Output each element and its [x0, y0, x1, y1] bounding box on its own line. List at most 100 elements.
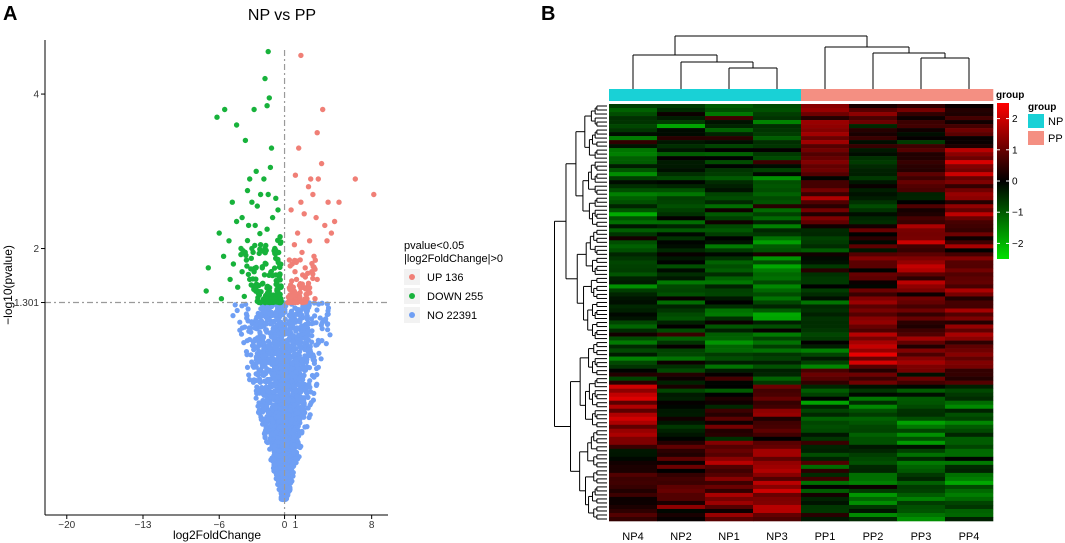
point-up [293, 276, 300, 283]
heatmap-cell [897, 492, 946, 498]
point-no [255, 409, 262, 415]
heatmap-cell [897, 156, 946, 161]
group-bar-cell [801, 89, 850, 101]
heatmap-cell [897, 116, 946, 121]
heatmap-column-label: PP1 [815, 531, 836, 543]
heatmap-cell [705, 452, 754, 458]
point-no [257, 329, 263, 335]
heatmap-cell [897, 380, 946, 385]
heatmap-cell [609, 412, 658, 418]
point-no [290, 333, 296, 339]
heatmap-cell [657, 248, 706, 253]
heatmap-cell [897, 328, 946, 333]
heatmap-cell [609, 408, 658, 414]
point-no [266, 317, 272, 323]
heatmap-cell [849, 428, 898, 434]
heatmap-cell [705, 428, 754, 434]
group-bar-cell [609, 89, 658, 101]
heatmap-cell [657, 308, 706, 313]
heatmap-cell [705, 256, 754, 261]
point-no [276, 350, 282, 356]
heatmap-cell [897, 284, 946, 289]
heatmap-cell [801, 120, 850, 125]
heatmap-cell [897, 292, 946, 297]
heatmap-cell [705, 136, 754, 141]
heatmap-cell [801, 240, 850, 245]
heatmap-cell [801, 244, 850, 249]
heatmap-cell [945, 204, 994, 209]
heatmap-cell [609, 252, 658, 257]
heatmap-cell [705, 304, 754, 309]
heatmap-cell [849, 176, 898, 181]
point-up [305, 184, 312, 190]
heatmap-cell [753, 172, 802, 177]
heatmap-cell [657, 492, 706, 498]
heatmap-column-label: NP3 [766, 531, 787, 543]
heatmap-cell [801, 356, 850, 361]
heatmap-cell [657, 136, 706, 141]
point-no [279, 458, 285, 464]
heatmap-cell [897, 172, 946, 177]
heatmap-cell [705, 132, 754, 137]
heatmap-cell [849, 476, 898, 482]
heatmap-cell [609, 232, 658, 237]
color-scale-tick-label: −1 [1012, 208, 1024, 219]
heatmap-cell [705, 116, 754, 121]
point-no [258, 306, 264, 312]
point-up [293, 258, 300, 264]
y-axis-title: −log10(pvalue) [1, 245, 15, 325]
point-down [269, 214, 276, 221]
heatmap-cell [753, 296, 802, 301]
y-tick-label: 2 [33, 244, 39, 255]
heatmap-cell [945, 152, 994, 157]
heatmap-cell [945, 124, 994, 129]
heatmap-cell [897, 404, 946, 410]
point-no [283, 434, 289, 440]
point-no [279, 327, 285, 333]
heatmap-cell [945, 240, 994, 245]
group-legend-title: group [1028, 102, 1056, 113]
heatmap-cell [705, 120, 754, 125]
heatmap-cell [945, 328, 994, 333]
heatmap-column-label: PP4 [959, 531, 980, 543]
not-significant-points [230, 300, 333, 503]
point-down [267, 164, 274, 171]
heatmap-cell [897, 224, 946, 229]
heatmap-cell [657, 260, 706, 265]
point-no [297, 416, 303, 422]
heatmap-cell [657, 376, 706, 381]
heatmap-cell [753, 280, 802, 285]
heatmap-cell [705, 156, 754, 161]
point-no [297, 341, 303, 347]
point-down [253, 264, 259, 271]
heatmap-cell [849, 436, 898, 442]
heatmap-cell [849, 116, 898, 121]
heatmap-cell [753, 212, 802, 217]
heatmap-cell [657, 316, 706, 321]
heatmap-cell [897, 372, 946, 377]
heatmap-cell [945, 508, 994, 514]
heatmap-cell [849, 132, 898, 137]
heatmap-cell [801, 468, 850, 474]
heatmap-cell [705, 424, 754, 430]
heatmap-cell [849, 156, 898, 161]
heatmap-cell [801, 396, 850, 402]
heatmap-cell [897, 448, 946, 454]
group-bar-cell [897, 89, 946, 101]
heatmap-cell [753, 276, 802, 281]
heatmap-cell [609, 128, 658, 133]
point-no [268, 334, 274, 340]
heatmap-cell [801, 248, 850, 253]
legend-label-no: NO 22391 [427, 310, 477, 322]
heatmap-cell [897, 352, 946, 357]
heatmap-cell [849, 224, 898, 229]
heatmap-cell [897, 432, 946, 438]
heatmap-cell [897, 388, 946, 393]
heatmap-cell [897, 512, 946, 518]
heatmap-cell [801, 328, 850, 333]
point-no [284, 363, 291, 370]
heatmap-cell [753, 320, 802, 325]
heatmap-cell [849, 236, 898, 241]
heatmap-cell [609, 208, 658, 213]
